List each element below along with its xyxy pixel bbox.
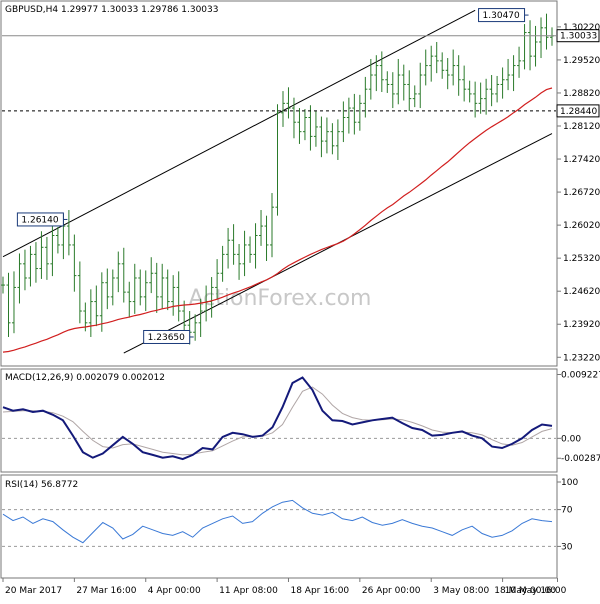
price-y-tick-label: 1.26720 <box>563 188 600 198</box>
price-pane-frame <box>0 0 558 367</box>
x-tick-label: 3 May 08:00 <box>433 586 489 596</box>
price-annotation-label: 1.30470 <box>483 11 520 21</box>
x-tick-label: 4 Apr 00:00 <box>148 586 201 596</box>
macd-y-tick-label: 0.009227 <box>561 371 600 381</box>
price-pane-title: GBPUSD,H4 1.29977 1.30033 1.29786 1.3003… <box>5 5 218 15</box>
sma-line <box>2 87 553 353</box>
x-axis: 20 Mar 2017 27 Mar 16:00 4 Apr 00:00 11 Apr… <box>2 578 567 596</box>
price-y-tick-label: 1.25320 <box>563 254 600 264</box>
price-pane: ActionForex.com GBPUSD,H4 1.29977 1.3003… <box>0 0 600 367</box>
macd-signal-line <box>2 386 553 456</box>
price-y-tick-label: 1.23220 <box>563 353 600 363</box>
x-tick-label: 11 Apr 08:00 <box>219 586 278 596</box>
price-y-tick-label: 1.26020 <box>563 221 600 231</box>
price-y-tick-label: 1.30220 <box>563 23 600 33</box>
watermark: ActionForex.com <box>189 286 372 311</box>
price-y-tick-label: 1.27420 <box>563 155 600 165</box>
price-y-tick-label: 1.29520 <box>563 56 600 66</box>
rsi-y-tick-label: 70 <box>561 506 573 516</box>
channel-upper-line <box>2 9 476 258</box>
rsi-line <box>2 499 553 544</box>
price-annotation-label: 1.26140 <box>21 215 58 225</box>
macd-y-tick-label: 0.00 <box>561 434 581 444</box>
price-annotation-label: 1.23650 <box>148 333 185 343</box>
price-y-tick-label: 1.24620 <box>563 287 600 297</box>
rsi-pane-frame <box>0 474 558 579</box>
macd-line <box>2 376 553 461</box>
x-tick-label: 18 Apr 16:00 <box>290 586 349 596</box>
x-tick-label: 10 May 16:00 <box>505 586 567 596</box>
x-tick-label: 20 Mar 2017 <box>5 586 62 596</box>
x-tick-label: 26 Apr 00:00 <box>362 586 421 596</box>
x-tick-label: 27 Mar 16:00 <box>76 586 136 596</box>
price-y-tick-label: 1.28120 <box>563 122 600 132</box>
rsi-y-tick-label: 100 <box>561 478 578 488</box>
price-y-tick-label: 1.28820 <box>563 89 600 99</box>
macd-pane: MACD(12,26,9) 0.002079 0.002012 0.009227… <box>0 368 600 473</box>
macd-pane-frame <box>0 368 558 473</box>
rsi-y-tick-label: 30 <box>561 542 573 552</box>
reference-level-label: 1.28440 <box>560 107 597 117</box>
macd-pane-title: MACD(12,26,9) 0.002079 0.002012 <box>5 373 165 383</box>
rsi-pane-title: RSI(14) 56.8772 <box>5 480 78 490</box>
current-price-label: 1.30033 <box>560 32 597 42</box>
price-y-tick-label: 1.23920 <box>563 320 600 330</box>
rsi-pane: RSI(14) 56.8772 100 70 30 <box>0 474 578 579</box>
current-price-box <box>556 29 600 43</box>
x-tick-label: 18 May 00:00 <box>494 586 556 596</box>
reference-level-box <box>556 104 600 118</box>
macd-y-tick-label: -0.002879 <box>561 454 600 464</box>
